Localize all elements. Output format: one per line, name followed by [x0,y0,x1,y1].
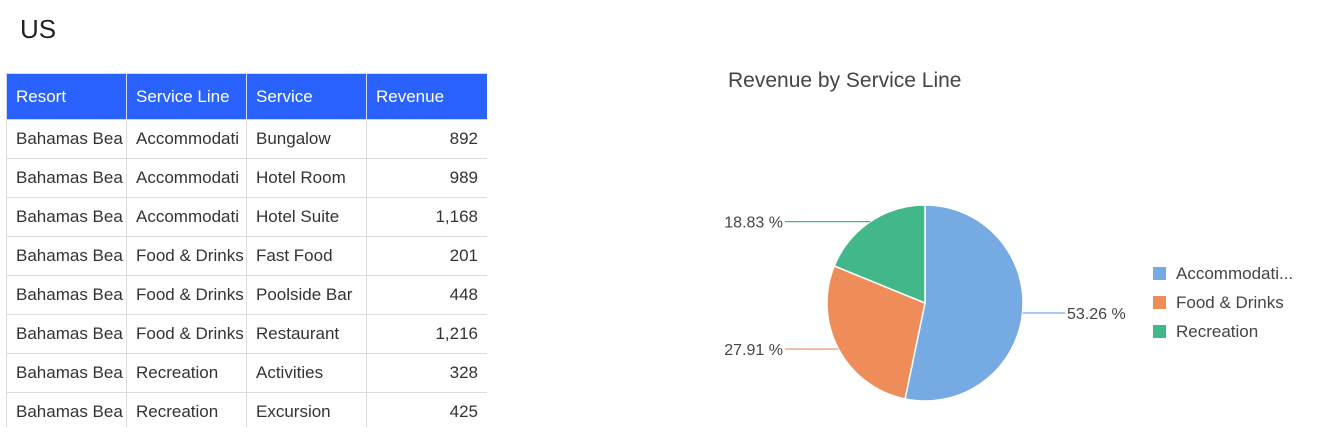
legend-swatch-1[interactable] [1153,296,1166,309]
column-header-revenue[interactable]: Revenue [366,73,487,120]
revenue-table-container[interactable]: Resort Service Line Service Revenue Baha… [6,73,487,428]
cell-revenue: 201 [366,236,487,276]
chart-title: Revenue by Service Line [728,69,961,92]
pie-slice-1[interactable] [826,264,926,400]
cell-service: Excursion [246,392,367,428]
table-row[interactable]: Bahamas Bea Recreation Excursion 425 [6,392,487,428]
slice-label-2: 18.83 % [724,215,783,232]
cell-revenue: 425 [366,392,487,428]
cell-revenue: 1,168 [366,197,487,237]
cell-resort: Bahamas Bea [6,353,127,393]
cell-resort: Bahamas Bea [6,119,127,159]
column-header-resort[interactable]: Resort [6,73,127,120]
cell-service-line: Accommodati [126,119,247,159]
page-title: US [20,14,57,44]
table-row[interactable]: Bahamas Bea Recreation Activities 328 [6,353,487,393]
table-row[interactable]: Bahamas Bea Food & Drinks Poolside Bar 4… [6,275,487,315]
table-row[interactable]: Bahamas Bea Food & Drinks Restaurant 1,2… [6,314,487,354]
legend-label-0[interactable]: Accommodati... [1176,264,1293,283]
cell-service: Fast Food [246,236,367,276]
cell-service: Poolside Bar [246,275,367,315]
cell-service-line: Food & Drinks [126,314,247,354]
cell-service: Bungalow [246,119,367,159]
cell-resort: Bahamas Bea [6,197,127,237]
table-row[interactable]: Bahamas Bea Accommodati Hotel Suite 1,16… [6,197,487,237]
cell-revenue: 892 [366,119,487,159]
cell-revenue: 448 [366,275,487,315]
slice-label-1: 27.91 % [724,342,783,359]
cell-resort: Bahamas Bea [6,392,127,428]
cell-service-line: Recreation [126,353,247,393]
table-row[interactable]: Bahamas Bea Accommodati Bungalow 892 [6,119,487,159]
cell-service: Hotel Room [246,158,367,198]
table-row[interactable]: Bahamas Bea Accommodati Hotel Room 989 [6,158,487,198]
cell-resort: Bahamas Bea [6,275,127,315]
cell-service-line: Recreation [126,392,247,428]
cell-service-line: Food & Drinks [126,275,247,315]
cell-service-line: Food & Drinks [126,236,247,276]
cell-revenue: 1,216 [366,314,487,354]
column-header-service-line[interactable]: Service Line [126,73,247,120]
table-row[interactable]: Bahamas Bea Food & Drinks Fast Food 201 [6,236,487,276]
cell-service: Restaurant [246,314,367,354]
legend-swatch-2[interactable] [1153,325,1166,338]
cell-revenue: 328 [366,353,487,393]
revenue-pie-chart: Revenue by Service Line 53.26 % 27.91 % 18… [700,50,1324,428]
cell-resort: Bahamas Bea [6,236,127,276]
revenue-table: Resort Service Line Service Revenue Baha… [6,73,487,428]
cell-revenue: 989 [366,158,487,198]
pie-chart-svg: Revenue by Service Line 53.26 % 27.91 % 18… [724,69,1293,402]
legend-swatch-0[interactable] [1153,267,1166,280]
cell-resort: Bahamas Bea [6,314,127,354]
cell-resort: Bahamas Bea [6,158,127,198]
legend-label-2[interactable]: Recreation [1176,322,1258,341]
column-header-service[interactable]: Service [246,73,367,120]
cell-service-line: Accommodati [126,158,247,198]
cell-service: Hotel Suite [246,197,367,237]
cell-service: Activities [246,353,367,393]
cell-service-line: Accommodati [126,197,247,237]
pie-slice-2[interactable] [833,204,926,305]
slice-label-0: 53.26 % [1067,306,1126,323]
table-header-row: Resort Service Line Service Revenue [6,73,487,120]
legend-label-1[interactable]: Food & Drinks [1176,293,1284,312]
